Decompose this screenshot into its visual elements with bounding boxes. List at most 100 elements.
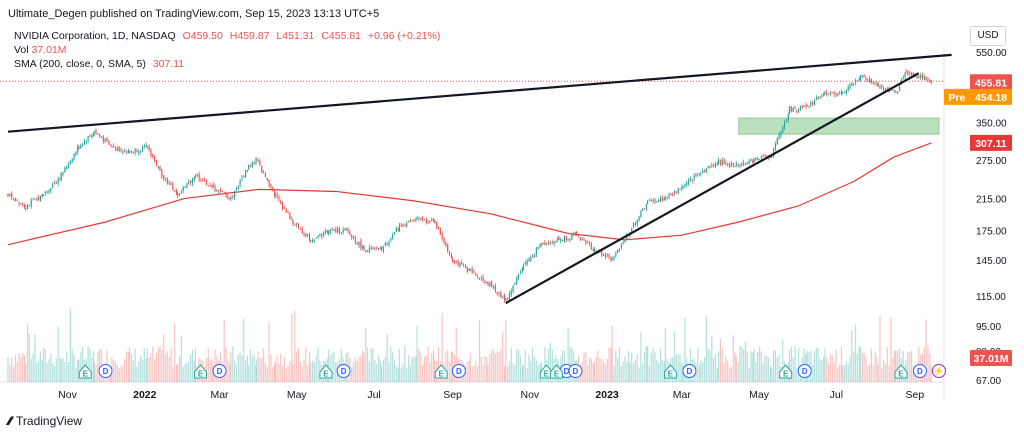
candle-body: [132, 151, 134, 153]
volume-bar: [757, 351, 759, 382]
candle-body: [374, 248, 376, 250]
candle-body: [296, 223, 298, 225]
candle-body: [232, 195, 234, 197]
volume-bar: [929, 353, 931, 382]
volume-bar: [77, 360, 79, 382]
volume-bar: [798, 347, 800, 382]
volume-bar: [239, 352, 241, 382]
volume-bar: [519, 356, 522, 382]
candle-body: [507, 298, 509, 300]
volume-bar: [174, 323, 176, 382]
candle-body: [127, 150, 129, 153]
volume-bar: [569, 346, 571, 382]
sma-price-label: 307.11: [975, 138, 1007, 150]
volume-bar: [205, 357, 208, 382]
candle-body: [659, 198, 662, 202]
volume-bar: [311, 360, 314, 382]
volume-bar: [863, 352, 865, 382]
volume-bar: [486, 357, 488, 382]
candle-body: [782, 127, 784, 133]
currency-button[interactable]: USD: [970, 26, 1006, 46]
candle-body: [41, 193, 43, 197]
volume-bar: [868, 363, 871, 382]
volume-bar: [824, 348, 826, 382]
candle-body: [191, 178, 194, 184]
candle-body: [613, 256, 615, 260]
candle-body: [514, 283, 516, 285]
candle-body: [643, 208, 646, 210]
volume-bar: [122, 365, 124, 382]
volume-bar: [392, 352, 394, 382]
volume-bar: [67, 362, 70, 382]
candle-body: [26, 204, 29, 210]
candle-body: [856, 80, 858, 82]
volume-bar: [927, 346, 929, 382]
volume-bar: [55, 358, 57, 382]
candle-body: [691, 179, 693, 181]
price-tick-label: 550.00: [976, 48, 1007, 59]
volume-bar: [261, 358, 263, 382]
candle-body: [85, 141, 87, 143]
candle-body: [828, 93, 830, 95]
candle-body: [812, 102, 814, 105]
volume-bar: [146, 348, 148, 382]
volume-bar: [71, 349, 73, 382]
candle-body: [411, 220, 413, 222]
candle-body: [883, 88, 885, 90]
volume-bar: [276, 356, 278, 382]
volume-bar: [23, 355, 26, 382]
volume-bar: [673, 331, 676, 382]
volume-bar: [475, 360, 477, 382]
candle-body: [75, 152, 77, 156]
candle-body: [233, 191, 236, 199]
volume-bar: [232, 346, 234, 382]
volume-bar: [567, 327, 569, 382]
volume-bar: [141, 359, 144, 382]
volume-bar: [468, 360, 470, 382]
resistance-trendline: [7, 53, 952, 133]
candle-body: [7, 193, 9, 197]
candle-body: [477, 276, 479, 279]
volume-bar: [50, 353, 52, 382]
candle-body: [703, 171, 706, 173]
volume-bar: [127, 351, 129, 382]
volume-bar: [883, 359, 885, 382]
candle-body: [360, 240, 362, 249]
candle-body: [358, 242, 360, 246]
volume-bar: [466, 361, 468, 382]
time-axis-label: Mar: [210, 389, 229, 401]
volume-bar: [140, 354, 142, 382]
volume-bar: [272, 366, 274, 382]
candle-body: [388, 241, 390, 246]
candle-body: [794, 107, 796, 109]
candle-body: [25, 208, 27, 210]
candle-body: [152, 154, 154, 158]
candle-body: [620, 245, 622, 249]
volume-bar: [482, 364, 484, 382]
volume-bar: [636, 354, 638, 382]
volume-bar: [872, 365, 874, 382]
candle-body: [55, 182, 57, 184]
volume-bar: [888, 365, 890, 382]
candle-body: [560, 239, 562, 242]
legend-vol-label: Vol: [14, 44, 29, 56]
volume-bar: [705, 316, 707, 382]
candle-body: [562, 240, 564, 242]
candle-body: [423, 219, 426, 221]
volume-bar: [634, 359, 636, 382]
volume-bar: [418, 348, 420, 382]
candle-body: [746, 162, 748, 164]
volume-bar: [44, 348, 46, 382]
candle-body: [161, 169, 163, 177]
candle-body: [840, 91, 843, 94]
candle-body: [349, 231, 351, 235]
volume-bar: [856, 353, 858, 382]
candle-body: [670, 193, 672, 195]
candle-body: [198, 173, 200, 180]
volume-bar: [514, 365, 516, 382]
candle-body: [335, 229, 337, 232]
candle-body: [390, 238, 392, 241]
volume-bar: [849, 356, 851, 382]
earnings-marker: [78, 364, 92, 379]
